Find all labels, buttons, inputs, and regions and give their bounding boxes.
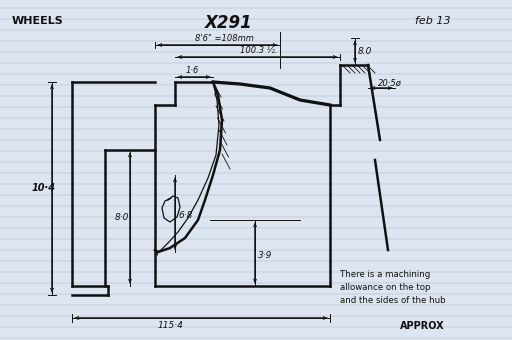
- Text: 20·5ø: 20·5ø: [378, 79, 402, 87]
- Text: 1·6: 1·6: [185, 66, 199, 75]
- Text: There is a machining
allowance on the top
and the sides of the hub: There is a machining allowance on the to…: [340, 270, 445, 305]
- Text: X291: X291: [205, 14, 253, 32]
- Text: 8.0: 8.0: [358, 48, 372, 56]
- Text: WHEELS: WHEELS: [12, 16, 64, 26]
- Text: feb 13: feb 13: [415, 16, 451, 26]
- Text: 3·9: 3·9: [258, 251, 272, 259]
- Text: 115·4: 115·4: [157, 321, 183, 329]
- Text: 8'6" =108mm: 8'6" =108mm: [195, 34, 254, 43]
- Text: 8·0: 8·0: [115, 214, 129, 222]
- Text: APPROX: APPROX: [400, 321, 444, 331]
- Text: 6·8: 6·8: [178, 210, 193, 220]
- Text: 10·4: 10·4: [32, 183, 56, 193]
- Text: 100.3 ½.: 100.3 ½.: [240, 46, 278, 55]
